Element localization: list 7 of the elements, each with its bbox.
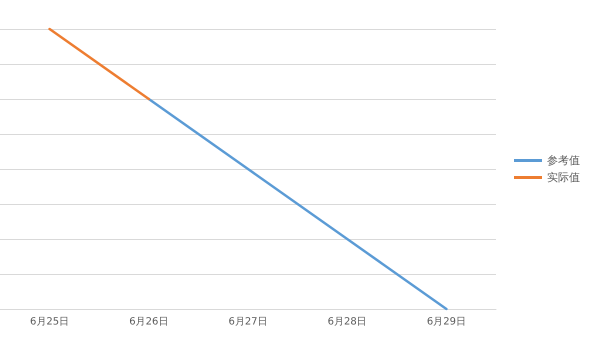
x-tick-label: 6月28日 <box>328 316 367 328</box>
x-tick-label: 6月25日 <box>30 316 70 328</box>
x-tick-label: 6月27日 <box>228 316 268 328</box>
x-tick-label: 6月26日 <box>129 316 168 328</box>
legend-label: 实际值 <box>547 171 580 184</box>
legend-label: 参考值 <box>547 154 580 167</box>
x-tick-label: 6月29日 <box>426 316 466 328</box>
